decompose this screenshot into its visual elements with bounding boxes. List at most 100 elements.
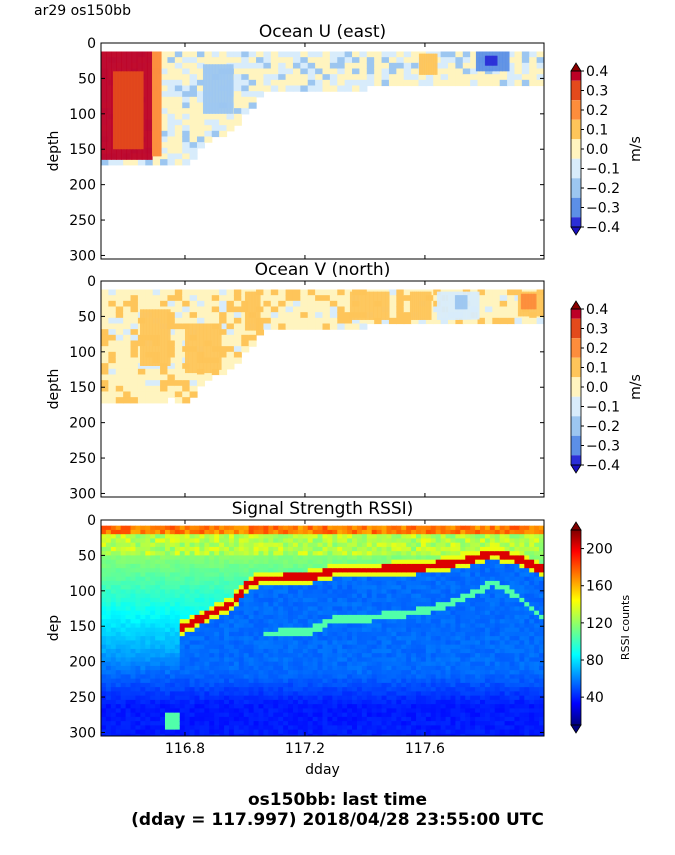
data-cell xyxy=(381,317,390,325)
data-cell xyxy=(292,712,299,718)
data-cell xyxy=(312,623,319,629)
data-cell xyxy=(342,623,348,629)
data-cell xyxy=(337,85,346,92)
data-feature xyxy=(226,64,231,114)
data-cell xyxy=(189,391,198,398)
data-cell xyxy=(258,580,265,586)
data-cell xyxy=(332,585,338,591)
data-cell xyxy=(130,619,137,624)
data-cell xyxy=(411,589,417,595)
data-cell xyxy=(101,551,107,557)
data-cell xyxy=(258,725,265,731)
data-cell xyxy=(420,572,427,578)
data-cell xyxy=(322,602,329,607)
data-cell xyxy=(258,640,265,646)
data-cell xyxy=(256,68,265,75)
data-cell xyxy=(145,631,151,637)
data-cell xyxy=(263,317,272,325)
data-cell xyxy=(307,648,314,654)
data-cell xyxy=(253,627,260,633)
data-cell xyxy=(337,525,343,531)
data-cell xyxy=(140,712,146,718)
data-cell xyxy=(386,670,393,675)
data-cell xyxy=(332,551,338,557)
data-cell xyxy=(253,580,260,586)
data-cell xyxy=(337,576,343,582)
data-cell xyxy=(322,85,331,92)
data-cell xyxy=(396,51,405,58)
data-cell xyxy=(322,687,329,692)
data-cell xyxy=(226,357,235,364)
data-cell xyxy=(130,572,137,578)
data-cell xyxy=(179,640,186,646)
data-cell xyxy=(322,670,329,675)
data-cell xyxy=(352,653,358,658)
data-cell xyxy=(219,610,225,616)
data-cell xyxy=(179,674,186,680)
data-cell xyxy=(406,559,412,565)
data-cell xyxy=(228,670,235,675)
data-feature xyxy=(136,71,141,150)
data-cell xyxy=(371,721,378,726)
data-cell xyxy=(241,334,250,342)
data-cell xyxy=(184,648,191,654)
data-cell xyxy=(150,568,156,574)
colorbar-tick-label: 0.4 xyxy=(586,302,608,318)
data-cell xyxy=(238,721,245,726)
data-cell xyxy=(329,295,338,302)
data-cell xyxy=(347,555,353,561)
data-cell xyxy=(123,317,132,325)
data-cell xyxy=(332,682,338,688)
data-feature xyxy=(460,295,463,310)
data-cell xyxy=(430,631,437,637)
data-cell xyxy=(297,640,304,646)
data-cell xyxy=(366,542,373,548)
data-cell xyxy=(130,640,137,646)
data-cell xyxy=(322,606,329,612)
data-cell xyxy=(233,74,242,81)
data-cell xyxy=(243,580,250,586)
data-cell xyxy=(135,529,141,535)
data-cell xyxy=(406,699,412,705)
data-cell xyxy=(347,695,353,701)
data-cell xyxy=(238,559,245,565)
data-cell xyxy=(401,551,407,557)
data-cell xyxy=(125,678,132,684)
data-cell xyxy=(248,62,257,70)
data-cell xyxy=(302,631,309,637)
data-cell xyxy=(361,691,368,697)
data-cell xyxy=(435,627,442,633)
data-cell xyxy=(219,585,225,591)
data-cell xyxy=(184,644,191,650)
data-cell xyxy=(233,525,240,531)
data-cell xyxy=(381,708,388,714)
colorbar-segment xyxy=(571,71,581,81)
data-cell xyxy=(352,729,358,735)
data-cell xyxy=(396,546,402,552)
data-cell xyxy=(288,721,294,726)
data-cell xyxy=(273,623,279,629)
data-cell xyxy=(214,627,220,633)
data-cell xyxy=(292,614,299,620)
data-cell xyxy=(164,721,171,726)
data-cell xyxy=(499,68,508,75)
data-cell xyxy=(312,636,319,641)
data-cell xyxy=(140,682,146,688)
data-cell xyxy=(130,568,137,574)
data-cell xyxy=(263,674,269,680)
data-cell xyxy=(182,374,191,381)
data-cell xyxy=(199,610,205,616)
data-cell xyxy=(381,610,388,616)
data-cell xyxy=(101,602,107,607)
data-cell xyxy=(169,691,176,697)
data-cell xyxy=(307,631,314,637)
data-cell xyxy=(150,733,156,736)
data-cell xyxy=(243,602,250,607)
data-cell xyxy=(248,96,257,104)
data-cell xyxy=(283,661,289,667)
data-cell xyxy=(388,289,397,296)
data-cell xyxy=(263,529,269,535)
data-cell xyxy=(300,317,309,325)
data-cell xyxy=(211,125,220,132)
data-cell xyxy=(189,125,198,132)
